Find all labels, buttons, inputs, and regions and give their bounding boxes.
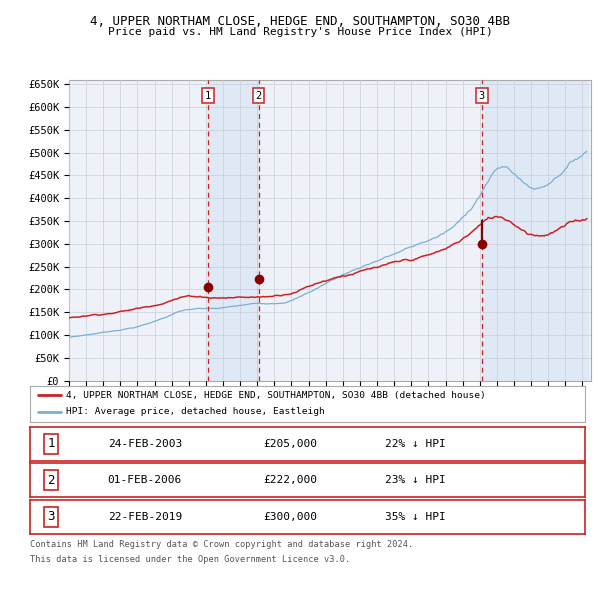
Text: 2: 2 (256, 91, 262, 101)
Text: 1: 1 (205, 91, 211, 101)
Text: 4, UPPER NORTHAM CLOSE, HEDGE END, SOUTHAMPTON, SO30 4BB (detached house): 4, UPPER NORTHAM CLOSE, HEDGE END, SOUTH… (66, 391, 486, 400)
Text: This data is licensed under the Open Government Licence v3.0.: This data is licensed under the Open Gov… (30, 555, 350, 563)
Text: Price paid vs. HM Land Registry's House Price Index (HPI): Price paid vs. HM Land Registry's House … (107, 27, 493, 37)
Text: 22-FEB-2019: 22-FEB-2019 (108, 512, 182, 522)
Text: Contains HM Land Registry data © Crown copyright and database right 2024.: Contains HM Land Registry data © Crown c… (30, 540, 413, 549)
Text: 4, UPPER NORTHAM CLOSE, HEDGE END, SOUTHAMPTON, SO30 4BB: 4, UPPER NORTHAM CLOSE, HEDGE END, SOUTH… (90, 15, 510, 28)
Text: £222,000: £222,000 (263, 476, 317, 485)
Text: 01-FEB-2006: 01-FEB-2006 (108, 476, 182, 485)
Text: £205,000: £205,000 (263, 439, 317, 448)
Text: 35% ↓ HPI: 35% ↓ HPI (385, 512, 446, 522)
Text: 22% ↓ HPI: 22% ↓ HPI (385, 439, 446, 448)
Text: 1: 1 (47, 437, 55, 450)
Text: £300,000: £300,000 (263, 512, 317, 522)
Text: 2: 2 (47, 474, 55, 487)
Text: 3: 3 (479, 91, 485, 101)
Text: HPI: Average price, detached house, Eastleigh: HPI: Average price, detached house, East… (66, 408, 325, 417)
Text: 24-FEB-2003: 24-FEB-2003 (108, 439, 182, 448)
Text: 3: 3 (47, 510, 55, 523)
Text: 23% ↓ HPI: 23% ↓ HPI (385, 476, 446, 485)
Bar (208, 80, 259, 381)
Bar (482, 80, 589, 381)
